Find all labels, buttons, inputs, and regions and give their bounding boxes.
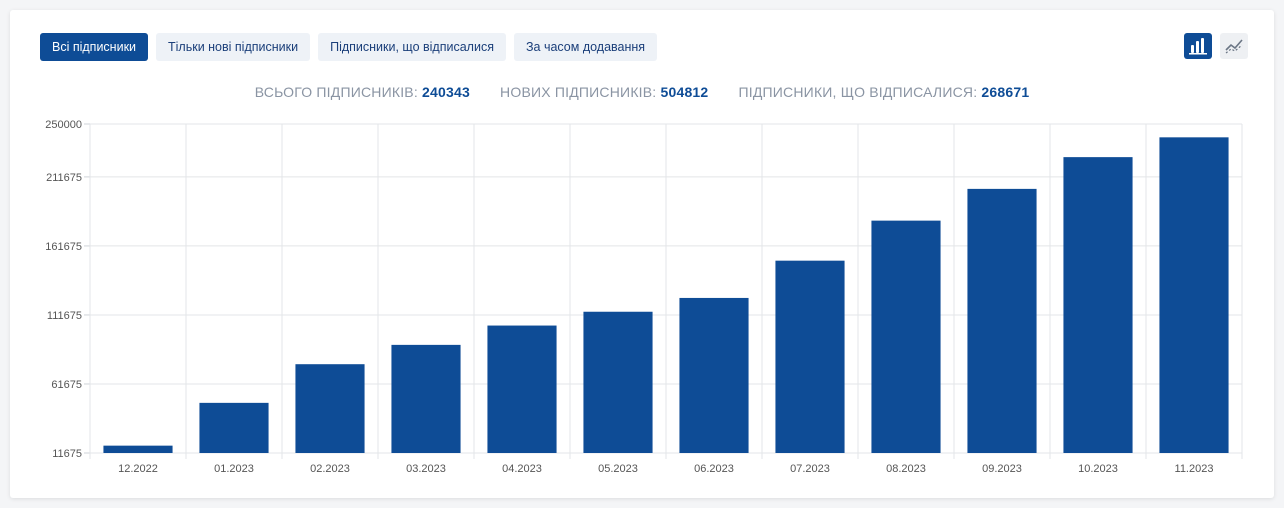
bar-09.2023[interactable] bbox=[967, 188, 1037, 453]
y-tick-label: 11675 bbox=[52, 448, 82, 460]
bar-08.2023[interactable] bbox=[871, 220, 941, 453]
filter-tabs: Всі підписники Тільки нові підписники Пі… bbox=[40, 33, 658, 61]
x-tick-label: 06.2023 bbox=[694, 463, 734, 475]
tab-by-date-added[interactable]: За часом додавання bbox=[513, 33, 658, 61]
bar-04.2023[interactable] bbox=[487, 325, 557, 453]
tab-unsubscribed[interactable]: Підписники, що відписалися bbox=[318, 33, 506, 61]
total-subscribers-label: ВСЬОГО ПІДПИСНИКІВ: bbox=[254, 84, 418, 100]
bar-10.2023[interactable] bbox=[1063, 157, 1133, 453]
tab-all-subscribers[interactable]: Всі підписники bbox=[40, 33, 149, 61]
line-view-button[interactable] bbox=[1220, 33, 1248, 59]
unsubscribed-label: ПІДПИСНИКИ, ЩО ВІДПИСАЛИСЯ: bbox=[738, 84, 978, 100]
bar-05.2023[interactable] bbox=[583, 311, 653, 453]
chart-view-toggle bbox=[1184, 33, 1248, 59]
bar-chart-icon bbox=[1189, 38, 1207, 55]
line-chart-icon bbox=[1225, 39, 1243, 54]
unsubscribed-stat: ПІДПИСНИКИ, ЩО ВІДПИСАЛИСЯ: 268671 bbox=[739, 84, 1030, 100]
x-tick-label: 08.2023 bbox=[886, 463, 926, 475]
x-tick-label: 02.2023 bbox=[310, 463, 350, 475]
total-subscribers-value: 240343 bbox=[422, 84, 470, 100]
summary-stats: ВСЬОГО ПІДПИСНИКІВ: 240343 НОВИХ ПІДПИСН… bbox=[10, 84, 1274, 100]
x-tick-label: 05.2023 bbox=[598, 463, 638, 475]
bar-view-button[interactable] bbox=[1184, 33, 1212, 59]
x-tick-label: 01.2023 bbox=[214, 463, 254, 475]
y-tick-label: 250000 bbox=[45, 119, 82, 131]
x-tick-label: 04.2023 bbox=[502, 463, 542, 475]
y-tick-label: 111675 bbox=[47, 310, 82, 322]
bar-07.2023[interactable] bbox=[775, 260, 845, 453]
x-tick-label: 09.2023 bbox=[982, 463, 1022, 475]
y-tick-label: 211675 bbox=[46, 172, 82, 184]
bar-11.2023[interactable] bbox=[1159, 137, 1229, 453]
x-tick-label: 10.2023 bbox=[1078, 463, 1118, 475]
bar-chart: 11675 61675 111675 161675 211675 250000 12.202… bbox=[45, 119, 1243, 475]
bar-01.2023[interactable] bbox=[199, 402, 269, 453]
total-subscribers-stat: ВСЬОГО ПІДПИСНИКІВ: 240343 bbox=[255, 84, 470, 100]
y-tick-label: 61675 bbox=[51, 379, 82, 391]
chart-card: Всі підписники Тільки нові підписники Пі… bbox=[10, 10, 1274, 498]
new-subscribers-value: 504812 bbox=[660, 84, 709, 100]
bar-02.2023[interactable] bbox=[295, 364, 365, 453]
unsubscribed-value: 268671 bbox=[981, 84, 1030, 100]
tab-new-subscribers[interactable]: Тільки нові підписники bbox=[156, 33, 311, 61]
bar-03.2023[interactable] bbox=[391, 344, 461, 453]
new-subscribers-stat: НОВИХ ПІДПИСНИКІВ: 504812 bbox=[500, 84, 708, 100]
bar-12.2022[interactable] bbox=[103, 445, 173, 453]
x-tick-label: 11.2023 bbox=[1175, 463, 1214, 475]
bar-06.2023[interactable] bbox=[679, 297, 749, 453]
y-tick-label: 161675 bbox=[45, 241, 82, 253]
x-tick-label: 12.2022 bbox=[118, 463, 158, 475]
x-tick-label: 03.2023 bbox=[406, 463, 446, 475]
x-tick-label: 07.2023 bbox=[790, 463, 830, 475]
new-subscribers-label: НОВИХ ПІДПИСНИКІВ: bbox=[500, 84, 657, 100]
